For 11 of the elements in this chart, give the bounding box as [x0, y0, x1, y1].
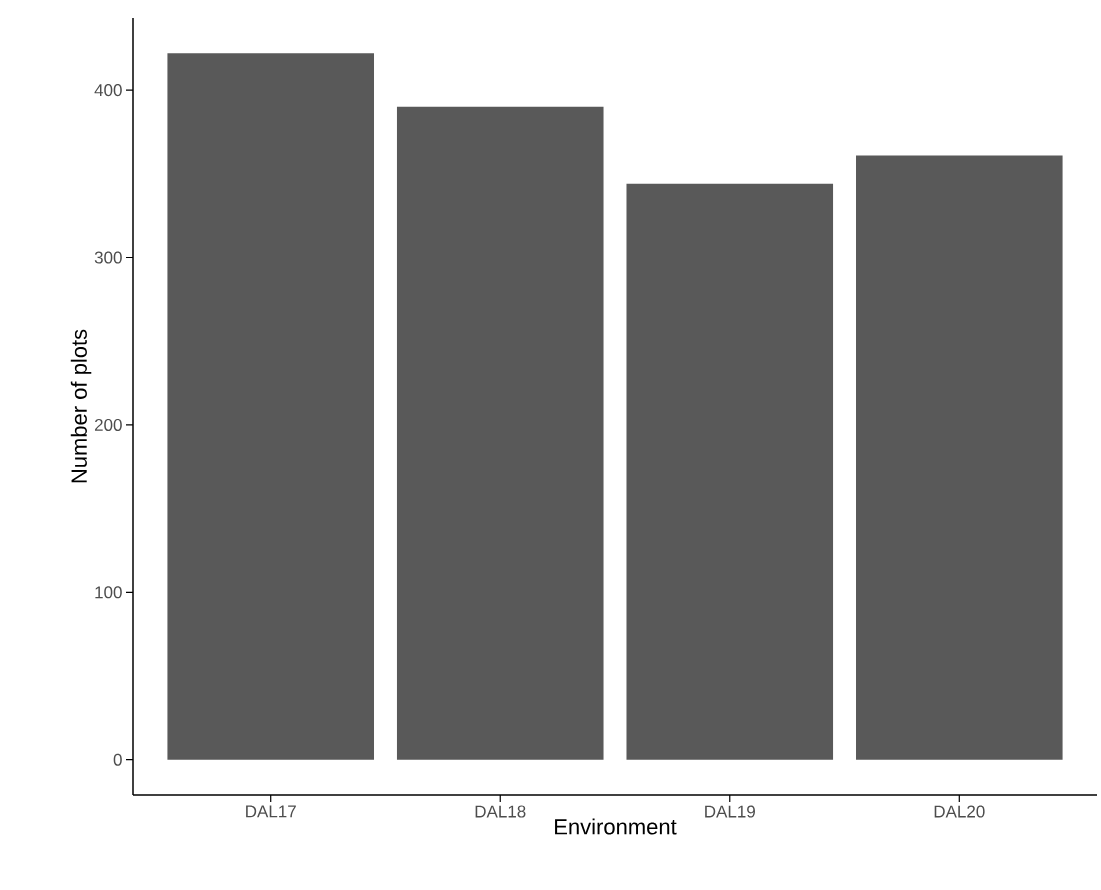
y-tick-label: 400: [94, 84, 122, 97]
y-axis-title: Number of plots: [70, 329, 92, 483]
y-tick-label: 200: [94, 418, 122, 431]
x-tick-label: DAL17: [246, 805, 296, 818]
x-tick-label: DAL20: [934, 805, 985, 818]
y-tick-label: 300: [94, 251, 122, 264]
x-tick-label: DAL19: [705, 805, 755, 818]
y-tick-label: 100: [95, 586, 122, 599]
x-tick-label: DAL18: [475, 805, 526, 818]
y-tick-label: 0: [113, 753, 122, 766]
x-axis-title: Environment: [555, 818, 677, 835]
